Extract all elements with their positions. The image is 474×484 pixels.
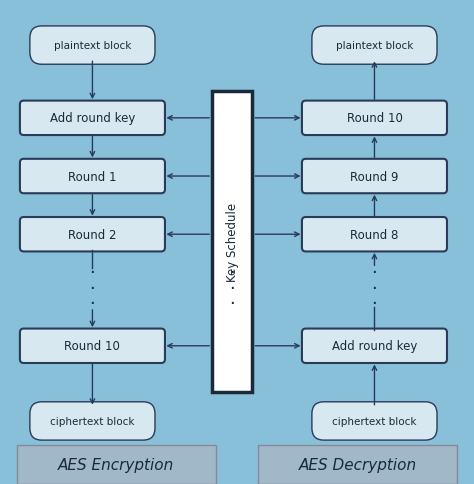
Text: AES Encryption: AES Encryption — [58, 457, 174, 472]
Text: plaintext block: plaintext block — [54, 41, 131, 51]
Text: ciphertext block: ciphertext block — [50, 416, 135, 426]
FancyBboxPatch shape — [20, 160, 165, 194]
Text: Round 10: Round 10 — [64, 340, 120, 352]
Text: Round 8: Round 8 — [350, 228, 399, 241]
Text: Round 2: Round 2 — [68, 228, 117, 241]
FancyBboxPatch shape — [20, 218, 165, 252]
FancyBboxPatch shape — [20, 102, 165, 136]
Text: plaintext block: plaintext block — [336, 41, 413, 51]
Text: AES Decryption: AES Decryption — [299, 457, 417, 472]
Text: Add round key: Add round key — [50, 112, 135, 125]
FancyBboxPatch shape — [312, 27, 437, 65]
FancyBboxPatch shape — [212, 92, 252, 392]
FancyBboxPatch shape — [20, 329, 165, 363]
Text: Add round key: Add round key — [332, 340, 417, 352]
Text: ·
·
·: · · · — [90, 264, 95, 312]
FancyBboxPatch shape — [258, 445, 457, 484]
Text: Round 10: Round 10 — [346, 112, 402, 125]
Text: Key Schedule: Key Schedule — [226, 202, 239, 282]
FancyBboxPatch shape — [302, 218, 447, 252]
Text: Round 9: Round 9 — [350, 170, 399, 183]
FancyBboxPatch shape — [312, 402, 437, 440]
FancyBboxPatch shape — [302, 102, 447, 136]
FancyBboxPatch shape — [302, 160, 447, 194]
Text: ciphertext block: ciphertext block — [332, 416, 417, 426]
Text: ·
·
·: · · · — [372, 264, 377, 312]
FancyBboxPatch shape — [17, 445, 216, 484]
Text: ·
·
·: · · · — [229, 264, 235, 312]
Text: Round 1: Round 1 — [68, 170, 117, 183]
FancyBboxPatch shape — [30, 402, 155, 440]
FancyBboxPatch shape — [302, 329, 447, 363]
FancyBboxPatch shape — [30, 27, 155, 65]
